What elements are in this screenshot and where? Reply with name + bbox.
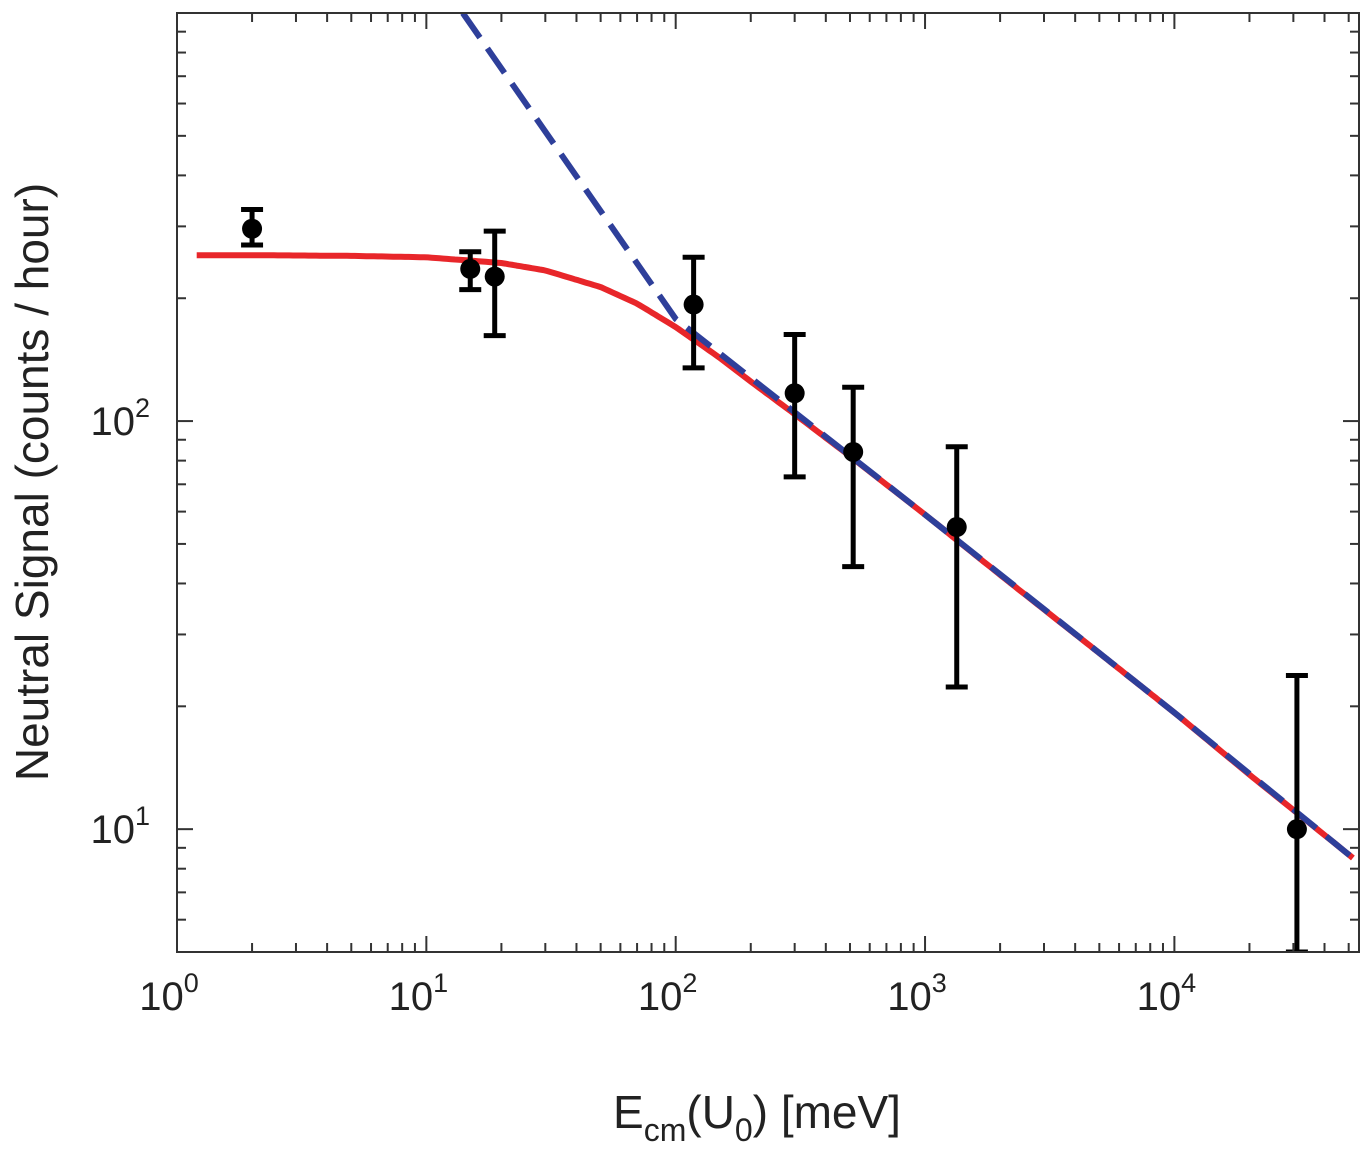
data-point <box>683 294 704 315</box>
x-axis-title: Ecm(U0) [meV] <box>613 1086 901 1148</box>
x-axis-title-sub2: 0 <box>735 1112 753 1148</box>
series-line-solid <box>196 252 1355 861</box>
data-point <box>843 441 864 462</box>
x-tick-label: 100 <box>139 968 199 1019</box>
x-tick-label: 102 <box>638 968 698 1019</box>
y-tick-labels: 101 102 <box>90 393 150 852</box>
data-point-group <box>241 206 264 248</box>
y-axis-title: Neutral Signal (counts / hour) <box>6 183 58 781</box>
data-point-group <box>483 228 506 339</box>
data-point-group <box>783 331 806 480</box>
data-point <box>242 218 263 239</box>
x-axis-title-sub1: cm <box>644 1112 687 1148</box>
data-point <box>460 258 481 279</box>
x-tick-label: 104 <box>1137 968 1197 1019</box>
data-point <box>484 266 505 287</box>
y-tick-label: 102 <box>90 393 150 444</box>
plot-marks <box>196 13 1355 952</box>
x-axis-title-tail: ) [meV] <box>753 1086 901 1138</box>
y-tick-label: 101 <box>90 801 150 852</box>
data-point <box>946 517 967 538</box>
axis-ticks <box>176 13 1359 953</box>
data-point-group <box>945 444 968 690</box>
plot-frame <box>176 12 1360 953</box>
x-axis-title-main: E <box>613 1086 644 1138</box>
data-point-group <box>682 254 705 371</box>
x-tick-labels: 100 101 102 103 104 <box>139 968 1196 1019</box>
data-point <box>784 383 805 404</box>
data-point-group <box>1285 672 1308 952</box>
data-point-group <box>459 249 482 293</box>
series-line-dashed <box>460 13 1355 861</box>
data-point-group <box>842 384 865 570</box>
x-axis-title-mid: (U <box>686 1086 735 1138</box>
x-tick-label: 103 <box>887 968 947 1019</box>
data-point <box>1286 819 1307 840</box>
x-tick-label: 101 <box>389 968 449 1019</box>
